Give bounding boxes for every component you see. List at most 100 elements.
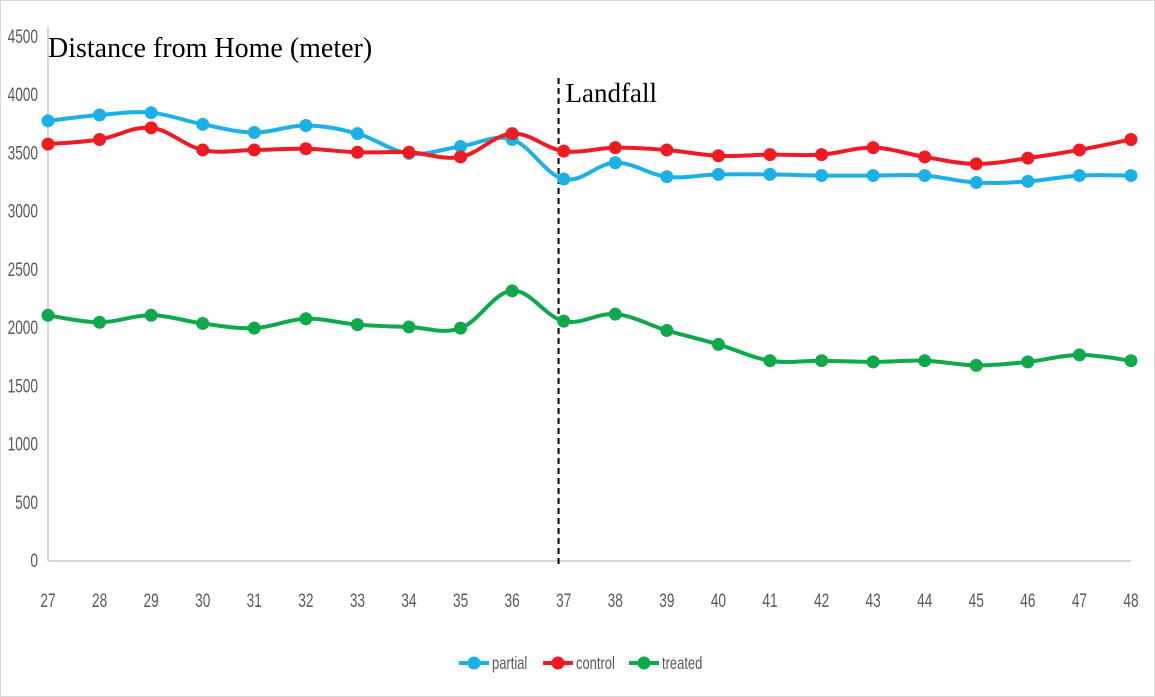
data-point-treated [299,312,313,326]
data-point-control [660,143,674,157]
data-point-control [299,142,313,156]
y-tick-label: 2000 [8,317,38,339]
data-point-treated [557,314,571,328]
data-point-treated [969,358,983,372]
legend-label: partial [492,654,527,674]
chart-title: Distance from Home (meter) [48,33,372,64]
series-control [41,121,1138,171]
data-point-treated [711,337,725,351]
data-point-treated [93,315,107,329]
data-point-partial [247,125,261,139]
legend-swatch-marker [467,656,481,670]
data-point-partial [918,169,932,183]
data-point-partial [144,106,158,120]
legend-swatch-marker [637,656,651,670]
data-point-partial [815,169,829,183]
data-point-partial [299,118,313,132]
x-tick-label: 39 [659,590,674,612]
x-tick-label: 28 [92,590,107,612]
data-point-partial [711,167,725,181]
x-tick-label: 42 [814,590,829,612]
data-point-partial [660,170,674,184]
series-line-control [46,125,1133,166]
data-point-control [557,144,571,158]
data-point-control [350,145,364,159]
series-group [41,106,1138,372]
x-tick-label: 30 [195,590,210,612]
data-point-partial [454,139,468,153]
x-tick-label: 38 [608,590,623,612]
x-tick-label: 27 [40,590,55,612]
data-point-control [93,132,107,146]
data-point-control [247,143,261,157]
x-tick-label: 43 [866,590,881,612]
data-point-partial [969,176,983,190]
data-point-control [196,143,210,157]
data-point-partial [350,127,364,141]
data-point-control [866,141,880,155]
data-point-control [815,148,829,162]
data-point-control [402,145,416,159]
data-point-treated [866,355,880,369]
data-point-control [1124,132,1138,146]
data-point-partial [196,117,210,131]
data-point-treated [350,318,364,332]
x-tick-label: 46 [1020,590,1035,612]
data-point-partial [41,114,55,128]
y-tick-label: 1500 [8,375,38,397]
data-point-treated [1124,354,1138,368]
x-tick-label: 32 [298,590,313,612]
series-line-partial [46,110,1133,185]
data-point-partial [93,108,107,122]
data-point-control [608,141,622,155]
data-point-treated [247,321,261,335]
data-point-treated [763,354,777,368]
landfall-label: Landfall [566,78,657,108]
data-point-partial [608,156,622,170]
data-point-partial [1124,169,1138,183]
data-point-treated [918,354,932,368]
x-tick-label: 41 [762,590,777,612]
data-point-partial [866,169,880,183]
y-tick-label: 3000 [8,200,38,222]
legend-label: treated [662,654,702,674]
data-point-control [1072,143,1086,157]
y-tick-label: 1000 [8,433,38,455]
data-point-treated [1021,355,1035,369]
x-tick-label: 48 [1123,590,1138,612]
axes: 0 500 1000 1500 2000 2500 3000 3500 4000 4500 27 28… [8,26,1139,612]
x-tick-label: 29 [144,590,159,612]
data-point-treated [144,308,158,322]
data-point-control [918,150,932,164]
legend: partial control treated [459,654,702,674]
x-tick-label: 36 [505,590,520,612]
x-tick-label: 33 [350,590,365,612]
y-tick-label: 3500 [8,142,38,164]
x-tick-label: 34 [401,590,416,612]
x-tick-label: 35 [453,590,468,612]
series-line-treated [46,288,1133,368]
legend-item-control: control [543,654,615,674]
series-partial [41,106,1138,190]
data-point-treated [454,321,468,335]
x-tick-label: 47 [1072,590,1087,612]
data-point-control [505,127,519,141]
legend-swatch-marker [551,656,565,670]
data-point-control [144,121,158,135]
y-tick-label: 0 [30,550,38,572]
data-point-treated [41,308,55,322]
y-tick-label: 2500 [8,259,38,281]
x-tick-label: 45 [969,590,984,612]
data-point-treated [196,316,210,330]
x-tick-label: 40 [711,590,726,612]
x-tick-label: 37 [556,590,571,612]
data-point-treated [608,307,622,321]
x-tick-label: 44 [917,590,932,612]
data-point-treated [815,354,829,368]
data-point-treated [660,323,674,337]
data-point-partial [557,172,571,186]
data-point-control [969,157,983,171]
legend-item-treated: treated [629,654,702,674]
legend-item-partial: partial [459,654,527,674]
